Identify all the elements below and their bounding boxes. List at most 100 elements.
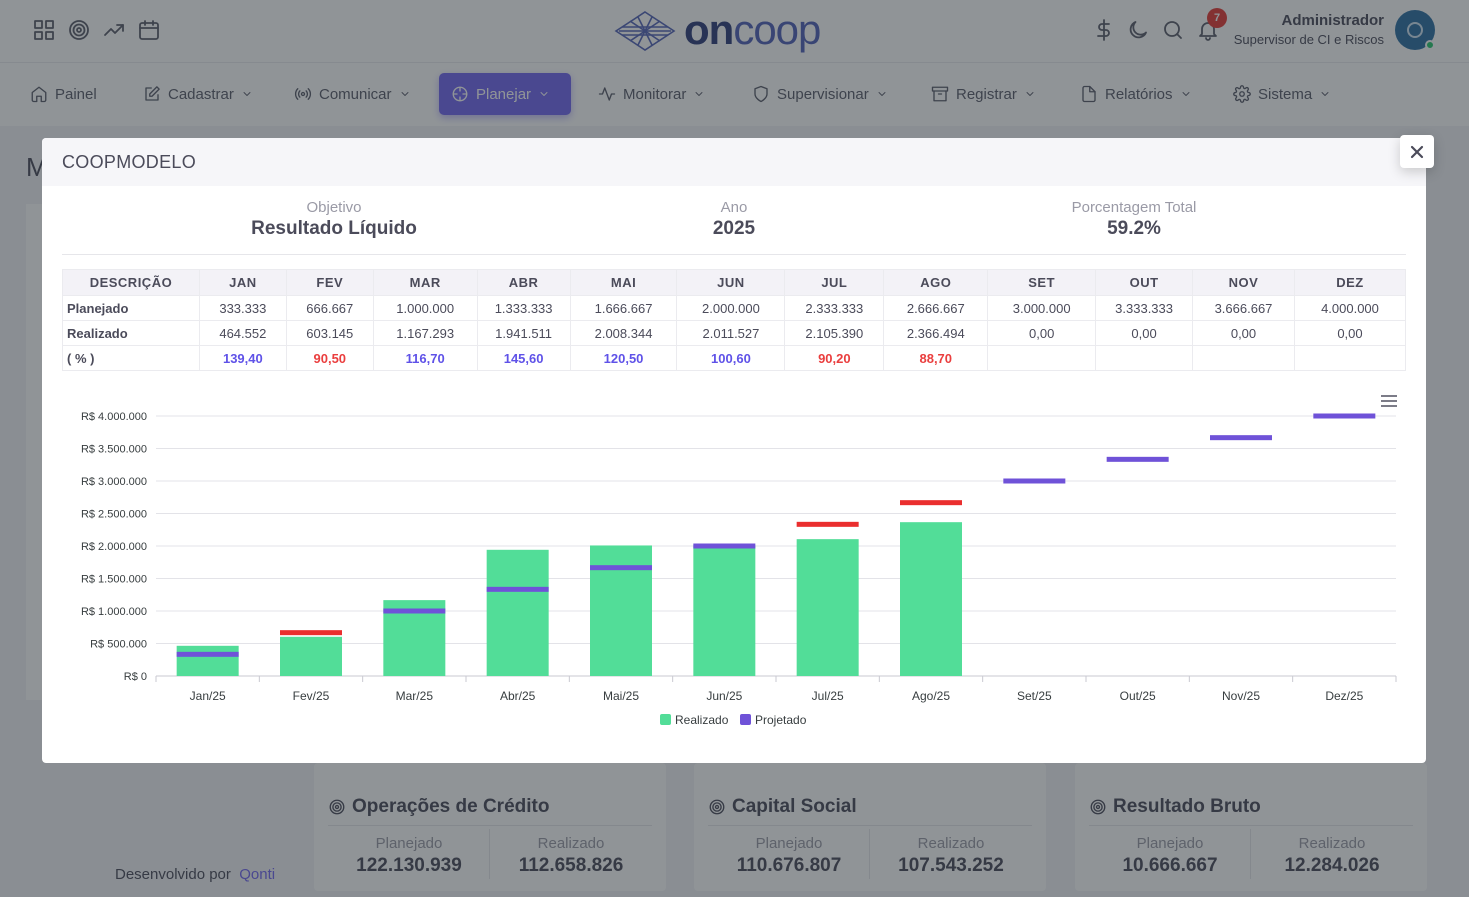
- x-tick-label: Abr/25: [500, 689, 536, 703]
- x-tick-label: Nov/25: [1222, 689, 1260, 703]
- y-tick-label: R$ 2.000.000: [81, 541, 147, 553]
- summary-total: Porcentagem Total 59.2%: [924, 199, 1344, 240]
- table-row: Realizado 464.552 603.145 1.167.293 1.941.51…: [62, 320, 1407, 346]
- marker-projetado: [900, 500, 962, 506]
- value-cell: 1.167.293: [372, 320, 478, 346]
- y-tick-label: R$ 500.000: [90, 639, 147, 651]
- total-label: Porcentagem Total: [1071, 199, 1197, 216]
- y-tick-label: R$ 3.000.000: [81, 476, 147, 488]
- table-body: Planejado 333.333 666.667 1.000.000 1.333.33…: [62, 295, 1407, 371]
- x-tick-label: Mar/25: [396, 689, 434, 703]
- x-tick-label: Jul/25: [812, 689, 844, 703]
- objective-value: Resultado Líquido: [251, 218, 417, 239]
- value-cell: 0,00: [1095, 320, 1194, 346]
- bar-realizado: [590, 545, 652, 676]
- bar-realizado: [796, 539, 859, 676]
- pct-cell: 139,40: [198, 345, 287, 371]
- close-modal-button[interactable]: [1400, 135, 1434, 168]
- bar-realizado: [486, 549, 549, 676]
- summary-objective: Objetivo Resultado Líquido: [124, 199, 544, 240]
- monthly-table: DESCRIÇÃO JAN FEV MAR ABR MAI JUN JUL AGO SET OUT N…: [62, 269, 1407, 371]
- column-header-month: JAN: [198, 269, 287, 296]
- legend-marker-projetado: [740, 714, 751, 725]
- pct-cell: [1192, 345, 1295, 371]
- bar-realizado: [176, 645, 239, 676]
- pct-cell: [1293, 345, 1407, 371]
- pct-cell: 116,70: [372, 345, 478, 371]
- marker-projetado: [383, 608, 446, 614]
- value-cell: 2.366.494: [883, 320, 989, 346]
- column-header-month: MAR: [372, 269, 478, 296]
- value-cell: 603.145: [285, 320, 374, 346]
- pct-cell: 90,20: [784, 345, 885, 371]
- pct-cell: 90,50: [285, 345, 374, 371]
- total-value: 59.2%: [1107, 218, 1161, 239]
- legend-marker-realizado: [660, 714, 671, 725]
- y-tick-label: R$ 1.000.000: [81, 606, 147, 618]
- value-cell: 464.552: [198, 320, 287, 346]
- marker-projetado: [1106, 456, 1169, 462]
- marker-projetado: [280, 630, 342, 636]
- y-tick-label: R$ 1.500.000: [81, 574, 147, 586]
- x-tick-label: Jun/25: [706, 689, 742, 703]
- y-tick-label: R$ 2.500.000: [81, 509, 147, 521]
- marker-projetado: [590, 565, 652, 571]
- pct-cell: [1095, 345, 1194, 371]
- column-header-month: JUL: [784, 269, 885, 296]
- value-cell: 0,00: [1192, 320, 1295, 346]
- legend-label-realizado: Realizado: [675, 713, 729, 727]
- value-cell: 333.333: [198, 295, 287, 321]
- value-cell: 3.333.333: [1095, 295, 1194, 321]
- value-cell: 1.000.000: [372, 295, 478, 321]
- close-icon: [1410, 145, 1424, 158]
- bar-realizado: [900, 522, 962, 676]
- table-row: ( % ) 139,40 90,50 116,70 145,60 120,50 100,60…: [62, 345, 1407, 371]
- column-header-month: NOV: [1192, 269, 1295, 296]
- x-tick-label: Set/25: [1017, 689, 1052, 703]
- pct-cell: 145,60: [476, 345, 571, 371]
- bar-realizado: [280, 636, 342, 676]
- value-cell: 0,00: [1293, 320, 1407, 346]
- value-cell: 2.011.527: [676, 320, 786, 346]
- table-header-row: DESCRIÇÃO JAN FEV MAR ABR MAI JUN JUL AGO SET OUT N…: [62, 269, 1407, 296]
- value-cell: 2.000.000: [676, 295, 786, 321]
- legend-label-projetado: Projetado: [755, 713, 807, 727]
- year-value: 2025: [712, 218, 756, 239]
- column-header-month: ABR: [476, 269, 571, 296]
- divider: [62, 254, 1406, 255]
- marker-projetado: [486, 586, 549, 592]
- x-tick-label: Dez/25: [1325, 689, 1363, 703]
- modal-title: COOPMODELO: [62, 152, 197, 172]
- value-cell: 3.666.667: [1192, 295, 1295, 321]
- x-tick-label: Ago/25: [912, 689, 950, 703]
- value-cell: 666.667: [285, 295, 374, 321]
- value-cell: 4.000.000: [1293, 295, 1407, 321]
- table-row: Planejado 333.333 666.667 1.000.000 1.333.33…: [62, 295, 1407, 321]
- value-cell: 2.333.333: [784, 295, 885, 321]
- objective-label: Objetivo: [306, 199, 362, 216]
- value-cell: 2.105.390: [784, 320, 885, 346]
- x-tick-label: Out/25: [1120, 689, 1156, 703]
- value-cell: 1.941.511: [476, 320, 571, 346]
- marker-projetado: [1313, 413, 1376, 419]
- row-label: Planejado: [62, 295, 200, 321]
- year-label: Ano: [720, 199, 748, 216]
- value-cell: 2.008.344: [569, 320, 678, 346]
- bar-realizado: [693, 545, 756, 676]
- marker-projetado: [176, 651, 239, 657]
- x-tick-label: Jan/25: [190, 689, 226, 703]
- pct-cell: [987, 345, 1097, 371]
- result-modal: COOPMODELO Objetivo Resultado Líquido An…: [42, 138, 1426, 763]
- column-header-description: DESCRIÇÃO: [62, 269, 200, 296]
- y-tick-label: R$ 3.500.000: [81, 444, 147, 456]
- pct-cell: 120,50: [569, 345, 678, 371]
- y-tick-label: R$ 0: [124, 671, 147, 683]
- chart-menu-icon[interactable]: [1380, 394, 1398, 408]
- column-header-month: OUT: [1095, 269, 1194, 296]
- value-cell: 1.333.333: [476, 295, 571, 321]
- value-cell: 2.666.667: [883, 295, 989, 321]
- value-cell: 0,00: [987, 320, 1097, 346]
- marker-projetado: [1003, 478, 1066, 484]
- x-tick-label: Mai/25: [603, 689, 639, 703]
- modal-header: COOPMODELO: [42, 138, 1426, 186]
